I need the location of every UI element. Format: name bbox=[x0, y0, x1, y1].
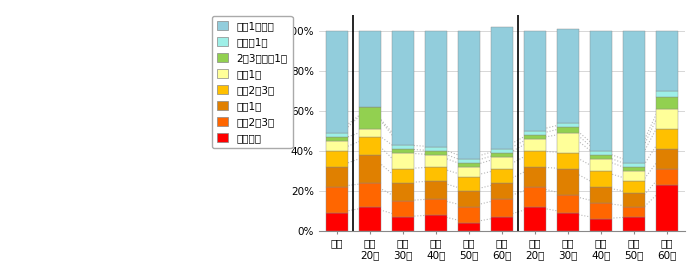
Bar bbox=[458, 31, 480, 159]
Bar bbox=[425, 151, 447, 155]
Bar bbox=[425, 199, 447, 215]
Bar bbox=[392, 201, 414, 217]
Bar bbox=[557, 29, 579, 123]
Bar bbox=[524, 131, 545, 135]
Bar bbox=[425, 167, 447, 181]
Bar bbox=[656, 129, 678, 149]
Bar bbox=[491, 169, 512, 183]
Bar bbox=[656, 149, 678, 169]
Bar bbox=[392, 169, 414, 183]
Bar bbox=[623, 31, 645, 163]
Bar bbox=[326, 31, 348, 133]
Bar bbox=[359, 155, 381, 183]
Bar bbox=[524, 135, 545, 139]
Bar bbox=[524, 167, 545, 187]
Bar bbox=[623, 207, 645, 217]
Legend: 年に1回以下, 半年に1回, 2～3カ月に1回, 月に1回, 月に2～3回, 週に1回, 週に2～3回, ほぼ毎日: 年に1回以下, 半年に1回, 2～3カ月に1回, 月に1回, 月に2～3回, 週… bbox=[212, 16, 293, 148]
Bar bbox=[392, 31, 414, 145]
Bar bbox=[623, 217, 645, 231]
Bar bbox=[458, 167, 480, 177]
Bar bbox=[458, 223, 480, 231]
Bar bbox=[491, 157, 512, 169]
Bar bbox=[458, 159, 480, 163]
Bar bbox=[491, 217, 512, 231]
Bar bbox=[458, 191, 480, 207]
Bar bbox=[524, 31, 545, 131]
Bar bbox=[590, 203, 612, 219]
Bar bbox=[557, 169, 579, 195]
Bar bbox=[656, 31, 678, 91]
Bar bbox=[425, 147, 447, 151]
Bar bbox=[392, 149, 414, 153]
Bar bbox=[524, 207, 545, 231]
Bar bbox=[623, 171, 645, 181]
Bar bbox=[326, 137, 348, 141]
Bar bbox=[458, 207, 480, 223]
Bar bbox=[491, 149, 512, 153]
Bar bbox=[392, 145, 414, 149]
Bar bbox=[326, 141, 348, 151]
Bar bbox=[590, 151, 612, 155]
Bar bbox=[359, 207, 381, 231]
Bar bbox=[524, 139, 545, 151]
Bar bbox=[491, 183, 512, 199]
Bar bbox=[491, 27, 512, 149]
Bar bbox=[623, 167, 645, 171]
Bar bbox=[392, 153, 414, 169]
Bar bbox=[392, 217, 414, 231]
Bar bbox=[359, 137, 381, 155]
Bar bbox=[656, 97, 678, 109]
Bar bbox=[491, 199, 512, 217]
Bar bbox=[326, 167, 348, 187]
Bar bbox=[491, 153, 512, 157]
Bar bbox=[425, 31, 447, 147]
Bar bbox=[326, 187, 348, 213]
Bar bbox=[590, 155, 612, 159]
Bar bbox=[425, 215, 447, 231]
Bar bbox=[392, 183, 414, 201]
Bar bbox=[326, 133, 348, 137]
Bar bbox=[623, 193, 645, 207]
Bar bbox=[656, 169, 678, 185]
Bar bbox=[557, 123, 579, 127]
Bar bbox=[557, 195, 579, 213]
Bar bbox=[458, 163, 480, 167]
Bar bbox=[425, 155, 447, 167]
Bar bbox=[557, 127, 579, 133]
Bar bbox=[656, 91, 678, 97]
Bar bbox=[623, 181, 645, 193]
Bar bbox=[557, 133, 579, 153]
Bar bbox=[623, 163, 645, 167]
Bar bbox=[590, 219, 612, 231]
Bar bbox=[359, 107, 381, 129]
Bar bbox=[656, 185, 678, 231]
Bar bbox=[326, 213, 348, 231]
Bar bbox=[359, 129, 381, 137]
Bar bbox=[524, 187, 545, 207]
Bar bbox=[590, 31, 612, 151]
Bar bbox=[425, 181, 447, 199]
Bar bbox=[326, 151, 348, 167]
Bar bbox=[359, 31, 381, 107]
Bar bbox=[590, 171, 612, 187]
Bar bbox=[590, 159, 612, 171]
Bar bbox=[656, 109, 678, 129]
Bar bbox=[359, 183, 381, 207]
Bar bbox=[557, 153, 579, 169]
Bar bbox=[524, 151, 545, 167]
Bar bbox=[590, 187, 612, 203]
Bar bbox=[458, 177, 480, 191]
Bar bbox=[557, 213, 579, 231]
